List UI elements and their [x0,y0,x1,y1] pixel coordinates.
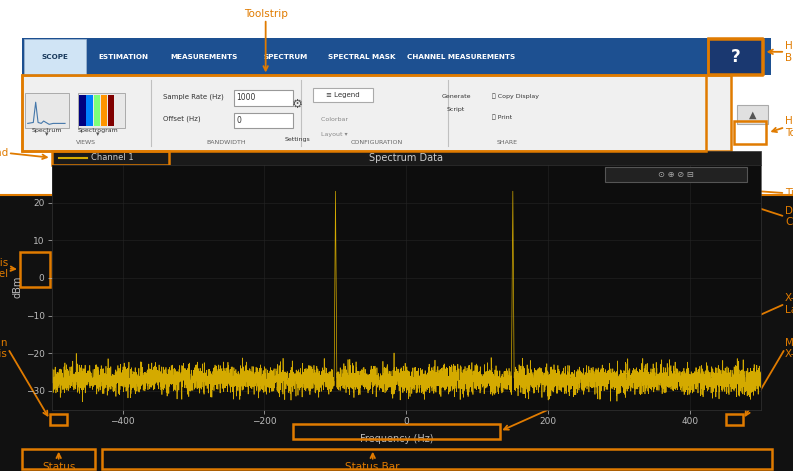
Text: ESTIMATION: ESTIMATION [98,54,148,59]
Text: Spectrum: Spectrum [32,128,63,133]
Text: -200: -200 [255,419,274,429]
Text: Hide
Toolstrip: Hide Toolstrip [785,116,793,138]
Bar [708,38,762,75]
Bar [20,252,50,287]
Text: ▾: ▾ [45,131,48,138]
Text: ⚙: ⚙ [292,97,303,111]
Text: ⊙ ⊕ ⊘ ⊟: ⊙ ⊕ ⊘ ⊟ [658,170,694,179]
Bar [22,449,95,469]
Title: Spectrum Data: Spectrum Data [370,153,443,162]
Text: Layout ▾: Layout ▾ [317,131,348,137]
Bar [52,151,761,165]
Bar [323,39,401,74]
Text: 200: 200 [541,419,556,429]
Bar [22,429,95,464]
Text: Status Bar: Status Bar [346,462,400,471]
Text: Legend: Legend [0,148,8,158]
Bar [313,88,373,102]
Text: CONFIGURATION: CONFIGURATION [351,140,403,145]
Text: MEASUREMENTS: MEASUREMENTS [170,54,238,59]
Text: 1000: 1000 [236,93,255,103]
Text: 🖨 Copy Display: 🖨 Copy Display [492,94,538,99]
Text: Script: Script [446,107,465,112]
Text: ≡ Legend: ≡ Legend [326,92,360,97]
Bar [102,449,772,469]
Bar [102,429,771,464]
FancyBboxPatch shape [605,167,747,182]
Bar [734,121,766,144]
Text: Display
Controls: Display Controls [785,206,793,227]
Bar [25,93,69,128]
Text: SHARE: SHARE [497,140,518,145]
Text: Offset (Hz): Offset (Hz) [163,116,200,122]
Bar [404,39,518,74]
Bar [293,424,500,439]
Bar [251,39,320,74]
Bar [160,39,248,74]
Text: SPECTRAL MASK: SPECTRAL MASK [328,54,396,59]
Bar [79,95,86,126]
Y-axis label: dBm: dBm [13,276,23,299]
Text: Status: Status [42,462,75,471]
Bar [108,95,114,126]
Bar [78,93,125,128]
Bar [50,414,67,425]
Text: Title: Title [785,188,793,198]
Text: ▲: ▲ [749,109,757,120]
Bar [22,75,731,151]
Bar [708,39,763,74]
Text: ▾: ▾ [96,131,99,138]
Text: Sample Rate (Hz): Sample Rate (Hz) [163,93,224,100]
Text: Min
X-Axis: Min X-Axis [0,338,8,359]
Text: Generate: Generate [441,94,471,99]
Text: -400: -400 [113,419,132,429]
Text: VIEWS: VIEWS [75,140,96,145]
Bar [89,39,157,74]
Text: Settings: Settings [285,137,310,142]
Text: ΔT=1.0240 s  Samples/Update=1024  VBW=17.2694 mHz  RBW=976.5625 mHz  Sample Rate: ΔT=1.0240 s Samples/Update=1024 VBW=17.2… [105,443,568,449]
Text: Frequency (Hz): Frequency (Hz) [360,434,433,444]
Text: Toolstrip: Toolstrip [243,9,288,19]
Bar [52,410,761,445]
Bar [726,414,743,425]
Text: SCOPE: SCOPE [41,54,68,59]
Bar [94,95,100,126]
Bar [101,95,107,126]
Text: ?: ? [730,48,741,65]
Text: Colorbar: Colorbar [317,116,348,122]
Bar [86,95,93,126]
Bar [234,113,293,128]
Text: 0: 0 [236,116,241,125]
Text: X-Axis
Label: X-Axis Label [785,293,793,315]
Text: CHANNEL MEASUREMENTS: CHANNEL MEASUREMENTS [407,54,515,59]
Text: Y-Axis
Label: Y-Axis Label [0,258,8,279]
Text: 🖨 Print: 🖨 Print [492,114,511,120]
Bar [293,166,492,179]
Bar [24,39,86,74]
Bar [596,179,691,194]
Text: BANDWIDTH: BANDWIDTH [206,140,246,145]
Bar [52,151,169,165]
Text: SPECTRUM: SPECTRUM [263,54,308,59]
Bar [234,90,293,106]
Text: Channel 1: Channel 1 [91,153,134,162]
Text: Max
X-Axis: Max X-Axis [785,338,793,359]
Bar [737,105,768,124]
Bar [22,38,771,75]
Bar [22,75,706,151]
Text: Spectrogram: Spectrogram [77,128,118,133]
Text: Processing: Processing [36,442,82,451]
Text: 0: 0 [404,419,409,429]
Text: 400: 400 [683,419,698,429]
FancyBboxPatch shape [0,195,793,471]
Text: Help
Button: Help Button [785,41,793,63]
